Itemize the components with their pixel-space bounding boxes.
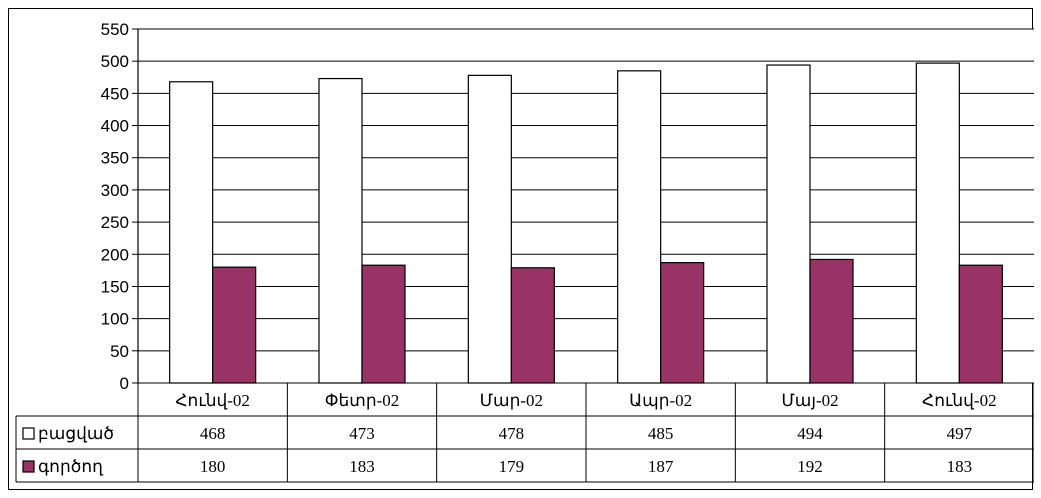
y-tick-label: 500	[101, 52, 129, 71]
data-label: 494	[797, 424, 823, 443]
bar-series1	[617, 70, 662, 384]
bar-series1	[467, 74, 512, 384]
y-tick-label: 550	[101, 20, 129, 39]
legend-label: գործող	[38, 457, 104, 476]
y-tick-label: 300	[101, 181, 129, 200]
y-tick-label: 150	[101, 277, 129, 296]
bar-series1	[318, 77, 363, 384]
y-tick-label: 350	[101, 149, 129, 168]
y-tick-label: 100	[101, 310, 129, 329]
y-tick-label: 250	[101, 213, 129, 232]
x-tick-label: Մար-02	[480, 391, 543, 410]
x-tick-label: Ապր-02	[629, 391, 692, 410]
y-tick-label: 400	[101, 117, 129, 136]
y-tick-label: 200	[101, 245, 129, 264]
legend-key-series2	[22, 460, 35, 473]
bar-series1	[169, 81, 214, 384]
data-label: 183	[947, 457, 973, 476]
legend-key-series1	[22, 427, 35, 440]
y-tick-label: 0	[120, 374, 129, 393]
data-label: 187	[648, 457, 674, 476]
legend-label: բացված	[38, 424, 114, 443]
bar-series2	[958, 264, 1003, 384]
bar-series2	[510, 267, 555, 384]
data-label: 468	[200, 424, 226, 443]
y-tick-label: 50	[110, 342, 129, 361]
x-tick-label: Հունվ-02	[175, 391, 250, 410]
x-tick-label: Հունվ-02	[922, 391, 997, 410]
data-label: 179	[499, 457, 525, 476]
x-tick-label: Փետր-02	[325, 391, 400, 410]
y-tick-label: 450	[101, 84, 129, 103]
data-label: 180	[200, 457, 226, 476]
data-label: 497	[947, 424, 973, 443]
plot-area	[138, 29, 1034, 383]
bar-series2	[809, 258, 854, 384]
x-tick-label: Մայ-02	[781, 391, 838, 410]
data-label: 478	[499, 424, 525, 443]
data-label: 473	[349, 424, 375, 443]
bar-series1	[915, 62, 960, 384]
bar-series1	[766, 64, 811, 384]
data-label: 485	[648, 424, 674, 443]
bar-series2	[361, 264, 406, 384]
data-label: 183	[349, 457, 375, 476]
bar-series2	[660, 262, 705, 384]
bar-series2	[212, 266, 257, 384]
chart-frame: 0 50 100 150 200 250 300 350 400 450 500 550 Հունվ-0…	[8, 8, 1034, 490]
data-label: 192	[797, 457, 823, 476]
chart: 0 50 100 150 200 250 300 350 400 450 500 550 Հունվ-0…	[15, 20, 1034, 483]
